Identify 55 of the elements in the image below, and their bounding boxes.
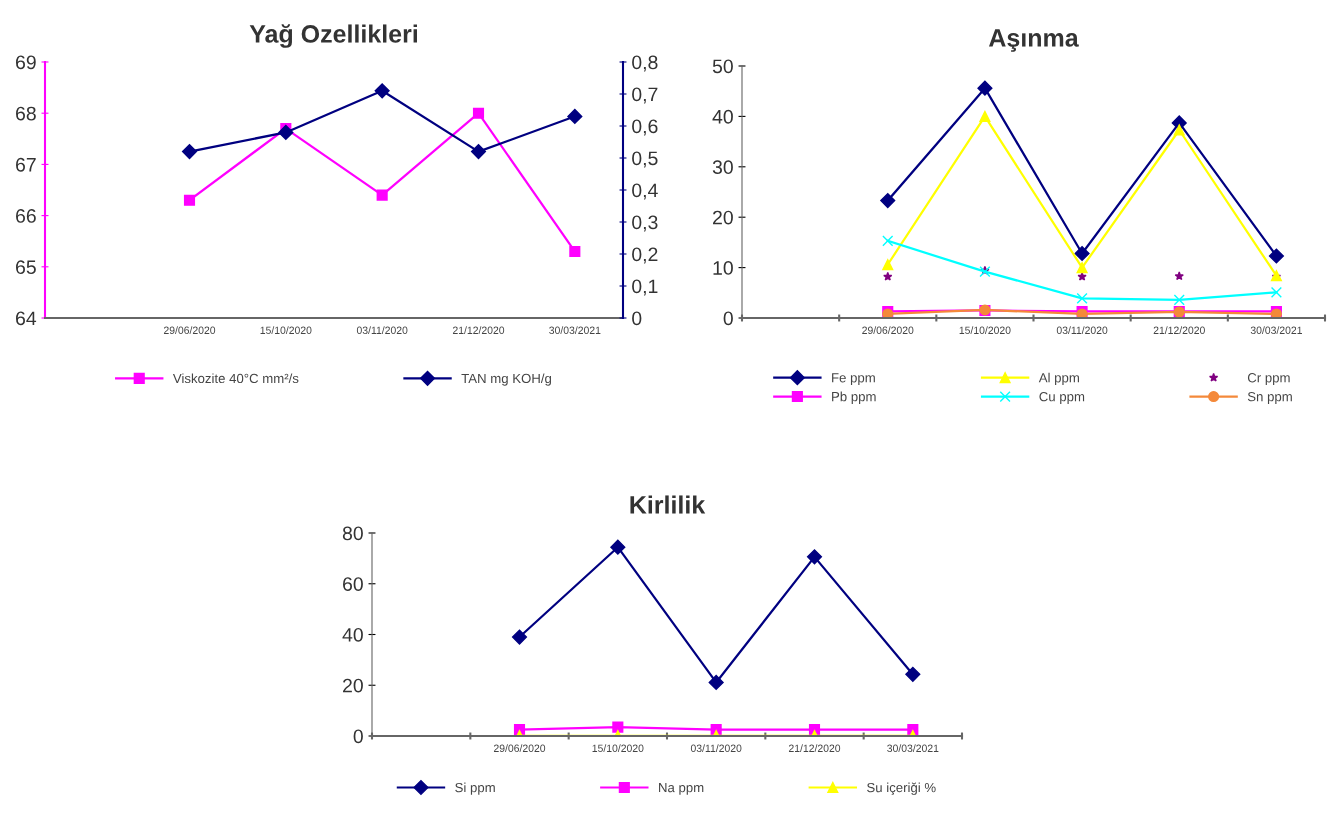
x-tick-label: 15/10/2020 [592,744,644,752]
chart-title: Aşınma [988,29,1079,52]
y-tick-label: 67 [16,157,36,172]
x-tick-label: 30/03/2021 [887,744,939,752]
x-tick-label: 29/06/2020 [163,326,216,334]
chart-title: Kirlilik [630,495,706,514]
y2-tick-label: 0,2 [632,247,658,264]
y-tick-label: 66 [16,209,36,223]
legend-label: Cr ppm [1247,373,1290,386]
y2-tick-label: 0,7 [632,87,658,104]
y-tick-label: 0 [353,729,363,744]
x-tick-label: 15/10/2020 [260,326,312,334]
y-tick-label: 68 [16,106,36,121]
x-tick-label: 21/12/2020 [452,326,505,334]
y-tick-label: 69 [16,55,36,70]
y-tick-label: 20 [343,678,363,693]
y2-tick-label: 0,6 [632,119,658,136]
y-tick-label: 0 [723,311,733,326]
legend-label: Al ppm [1038,372,1079,386]
x-tick-label: 21/12/2020 [788,744,841,752]
y2-tick-label: 0,4 [632,183,658,200]
y-tick-label: 50 [712,59,733,74]
x-tick-label: 29/06/2020 [493,744,546,752]
x-tick-label: 30/03/2021 [549,326,601,334]
chart-title: Yağ Ozellikleri [249,24,417,48]
y-tick-label: 80 [342,526,363,541]
legend-label: Cu ppm [1039,391,1085,404]
y-tick-label: 40 [712,109,733,124]
x-tick-label: 15/10/2020 [959,326,1011,334]
legend-label: Su içeriği % [867,782,936,795]
x-tick-label: 03/11/2020 [690,744,742,752]
x-tick-label: 03/11/2020 [1056,326,1108,334]
y-tick-label: 64 [16,311,37,326]
legend-label: Viskozite 40°C mm²/s [172,373,299,384]
y2-tick-label: 0,1 [632,279,658,296]
legend-label: TAN mg KOH/g [461,373,552,386]
y2-tick-label: 0 [632,311,642,326]
y-tick-label: 30 [712,160,733,175]
x-tick-label: 30/03/2021 [1250,326,1302,334]
legend-label: Fe ppm [832,373,875,386]
legend-label: Pb ppm [832,391,876,404]
x-tick-label: 03/11/2020 [356,326,408,334]
x-tick-label: 29/06/2020 [862,326,914,334]
legend-label: Na ppm [659,783,704,795]
y-tick-label: 60 [343,577,363,591]
y-tick-label: 65 [16,260,36,275]
y2-tick-label: 0,8 [632,55,658,72]
legend-label: Sn ppm [1247,391,1292,404]
y2-tick-label: 0,3 [632,215,658,232]
y-tick-label: 10 [713,261,733,275]
y-tick-label: 20 [713,210,733,225]
y-tick-label: 40 [342,627,363,642]
legend-label: Si ppm [455,782,495,795]
y2-tick-label: 0,5 [632,151,658,168]
x-tick-label: 21/12/2020 [1153,326,1205,334]
